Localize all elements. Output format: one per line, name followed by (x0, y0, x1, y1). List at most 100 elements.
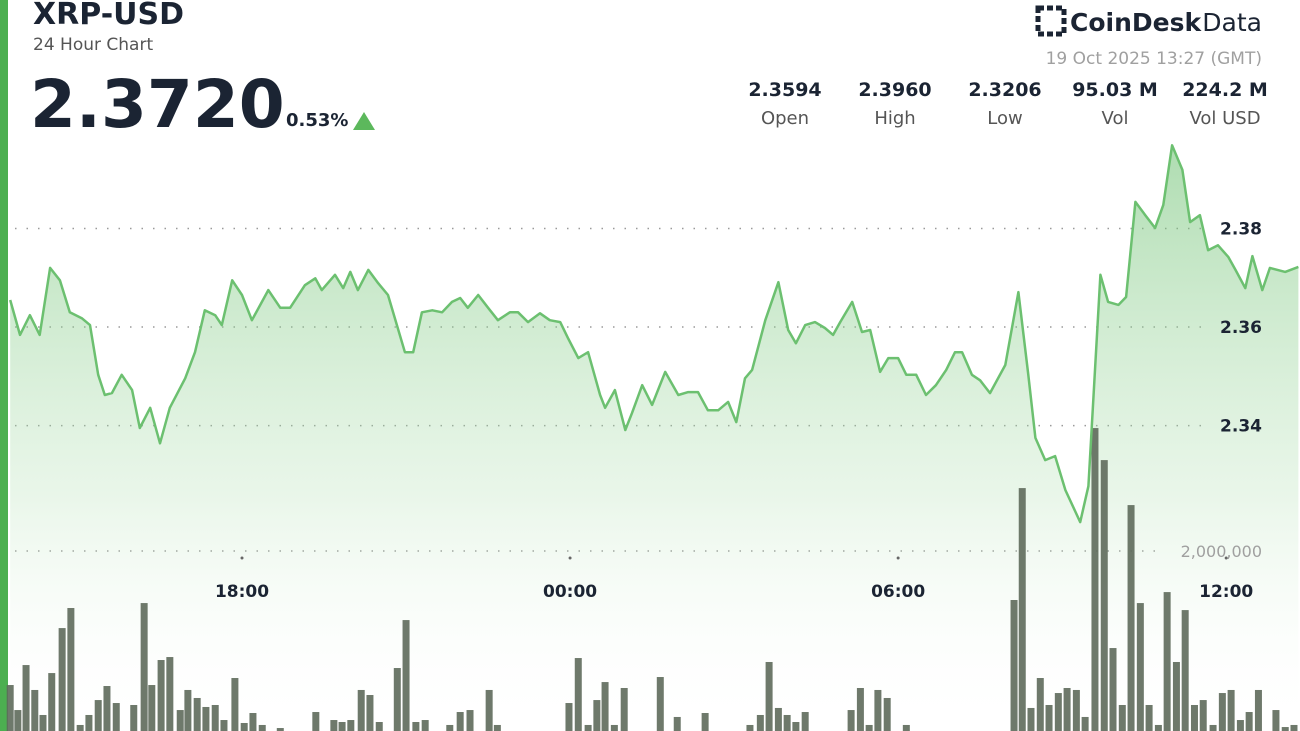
volume-bar (774, 707, 782, 731)
volume-bar (357, 689, 365, 731)
volume-bar (1145, 704, 1153, 731)
volume-bar (1027, 707, 1035, 731)
volume-bar (446, 724, 454, 731)
volume-bar (176, 710, 184, 731)
volume-bar (1199, 700, 1207, 731)
volume-bar (366, 695, 374, 731)
volume-bar (883, 697, 891, 731)
volume-bar (76, 724, 84, 731)
volume-bar (1163, 592, 1171, 731)
volume-bar (14, 710, 22, 731)
volume-bar (1045, 704, 1053, 731)
volume-bar (1063, 687, 1071, 731)
volume-bar (565, 703, 573, 731)
y2-tick-label: 2,000,000 (1181, 542, 1262, 561)
accent-strip (0, 0, 8, 731)
volume-bar (103, 686, 111, 731)
volume-bar (801, 712, 809, 731)
price-area (10, 145, 1299, 731)
volume-bar (48, 673, 56, 731)
volume-bar (249, 713, 257, 731)
x-tick-mark (896, 556, 900, 560)
volume-bar (58, 628, 66, 731)
volume-bar (193, 697, 201, 731)
volume-bar (338, 722, 346, 731)
volume-bar (1018, 488, 1026, 731)
x-tick-label: 06:00 (871, 582, 925, 602)
brand: CoinDesk (1070, 8, 1202, 37)
y-tick-label: 2.38 (1220, 220, 1262, 240)
stat-value: 2.3960 (858, 79, 931, 101)
volume-bar (765, 661, 773, 731)
volume-bar (130, 704, 138, 731)
volume-bar (865, 724, 873, 731)
volume-bar (1254, 689, 1262, 731)
volume-bar (330, 720, 338, 731)
volume-bar (456, 712, 464, 731)
volume-bar (874, 689, 882, 731)
volume-bar (1272, 710, 1280, 731)
change: 0.53% (286, 110, 348, 131)
volume-bar (656, 677, 664, 731)
volume-bar (1290, 724, 1298, 731)
volume-bar (746, 724, 754, 731)
price-line (8, 144, 1299, 524)
volume-bar (1227, 689, 1235, 731)
volume-bar (593, 700, 601, 731)
volume-bar (584, 724, 592, 731)
volume-bar (140, 603, 148, 731)
stat-label: High (874, 108, 915, 129)
volume-bar (1118, 704, 1126, 731)
volume-bar (22, 665, 30, 731)
up-arrow (353, 112, 375, 130)
y-tick-label: 2.34 (1220, 417, 1262, 437)
volume-bar (1100, 460, 1108, 731)
volume-bar (1209, 724, 1217, 731)
volume-bar (421, 720, 429, 731)
plot-area: 2.34 2.36 2.38 2,000,000 18:00 00:00 06:00 12:0… (6, 144, 1299, 731)
volume-bar (620, 687, 628, 731)
volume-bar (258, 724, 266, 731)
volume-bar (85, 714, 93, 731)
x-tick-mark (240, 556, 244, 560)
volume-bar (856, 687, 864, 731)
volume-bar (231, 678, 239, 731)
volume-bar (1218, 693, 1226, 731)
volume-bar (1154, 724, 1162, 731)
stat-value: 95.03 M (1072, 79, 1158, 101)
volume-bar (1136, 603, 1144, 731)
volume-bar (1127, 505, 1135, 731)
stat-label: Low (987, 108, 1022, 129)
volume-bar (756, 714, 764, 731)
logo: CoinDesk Data (1035, 5, 1262, 37)
brand-suffix: Data (1202, 8, 1262, 37)
price: 2.3720 (30, 66, 285, 143)
volume-bar (220, 720, 228, 731)
volume-bar (701, 713, 709, 731)
volume-bar (1036, 678, 1044, 731)
volume-bar (184, 689, 192, 731)
volume-bar (1091, 428, 1099, 731)
volume-bar (610, 724, 618, 731)
volume-bar (94, 700, 102, 731)
y-tick-label: 2.36 (1220, 318, 1262, 338)
stat-label: Open (761, 108, 809, 129)
timestamp: 19 Oct 2025 13:27 (GMT) (1046, 49, 1262, 69)
volume-bar (276, 728, 284, 731)
volume-bar (1281, 727, 1289, 731)
volume-bar (375, 722, 383, 731)
volume-bar (902, 724, 910, 731)
volume-bar (1010, 600, 1018, 731)
volume-bar (493, 724, 501, 731)
volume-bar (39, 714, 47, 731)
stat-value: 2.3206 (968, 79, 1041, 101)
volume-bar (31, 689, 39, 731)
stat-value: 2.3594 (748, 79, 821, 101)
volume-bar (402, 620, 410, 731)
volume-bar (6, 685, 14, 731)
volume-bar (211, 704, 219, 731)
stat-value: 224.2 M (1182, 79, 1268, 101)
stat-label: Vol (1102, 108, 1129, 129)
volume-bar (412, 722, 420, 731)
